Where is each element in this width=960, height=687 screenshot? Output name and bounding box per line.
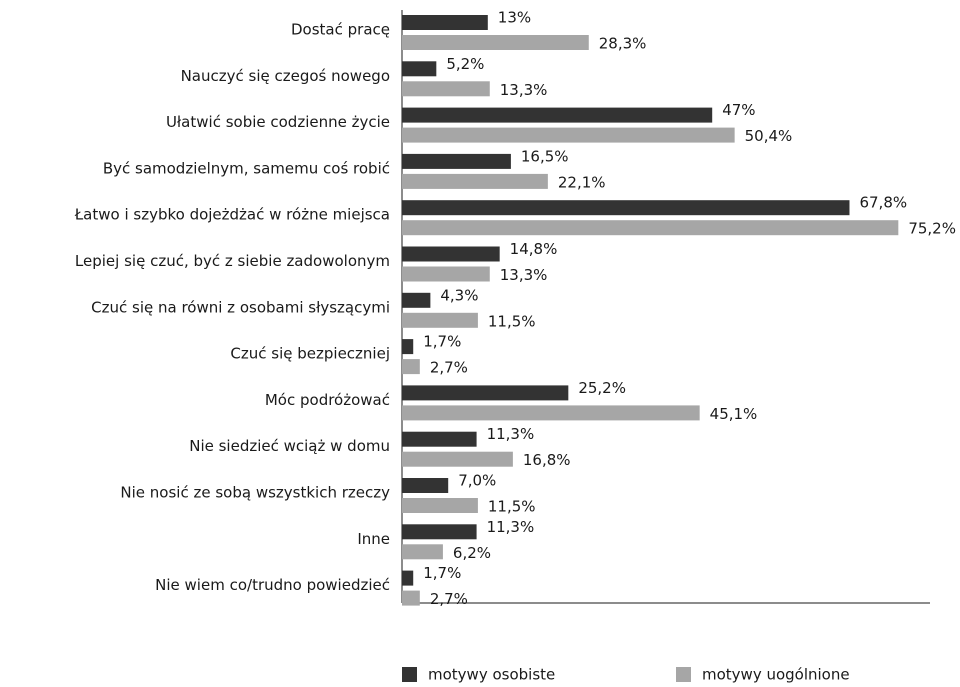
value-label: 14,8%: [510, 240, 558, 258]
bar: [402, 292, 431, 308]
bar: [402, 107, 713, 123]
bar: [402, 544, 443, 560]
value-label: 11,5%: [488, 312, 536, 330]
value-label: 11,3%: [487, 518, 535, 536]
value-label: 4,3%: [440, 286, 478, 304]
bar: [402, 339, 414, 355]
bar: [402, 200, 850, 216]
bar: [402, 524, 477, 540]
bar: [402, 15, 488, 30]
bar: [402, 61, 437, 77]
value-label: 7,0%: [458, 472, 496, 490]
bar: [402, 127, 735, 143]
category-label: Lepiej się czuć, być z siebie zadowolony…: [75, 252, 390, 270]
value-label: 75,2%: [908, 220, 956, 238]
value-label: 6,2%: [453, 544, 491, 562]
value-label: 25,2%: [578, 379, 626, 397]
category-label: Być samodzielnym, samemu coś robić: [103, 159, 390, 177]
value-label: 45,1%: [710, 405, 758, 423]
bar: [402, 385, 569, 401]
category-label: Ułatwić sobie codzienne życie: [166, 113, 390, 131]
value-label: 5,2%: [446, 55, 484, 73]
legend-label: motywy osobiste: [428, 666, 555, 684]
bar: [402, 478, 449, 493]
category-label: Nauczyć się czegoś nowego: [181, 67, 390, 85]
value-label: 13%: [498, 9, 531, 27]
bar: [402, 220, 899, 236]
bar: [402, 312, 478, 328]
bar: [402, 359, 420, 375]
category-label: Inne: [357, 530, 390, 548]
bar: [402, 153, 511, 169]
bar: [402, 405, 700, 421]
bar: [402, 266, 490, 282]
value-label: 28,3%: [599, 35, 647, 53]
value-label: 13,3%: [500, 266, 548, 284]
value-label: 67,8%: [859, 194, 907, 212]
bar: [402, 590, 420, 606]
value-label: 11,3%: [487, 425, 535, 443]
value-label: 50,4%: [745, 127, 793, 145]
category-label: Nie siedzieć wciąż w domu: [189, 437, 390, 455]
legend-label: motywy uogólnione: [702, 666, 850, 684]
value-label: 2,7%: [430, 590, 468, 608]
category-label: Czuć się bezpieczniej: [230, 345, 390, 363]
value-label: 2,7%: [430, 359, 468, 377]
legend-swatch: [402, 667, 417, 682]
category-label: Czuć się na równi z osobami słyszącymi: [91, 298, 390, 316]
value-label: 16,8%: [523, 451, 571, 469]
category-label: Nie wiem co/trudno powiedzieć: [155, 576, 390, 594]
value-label: 22,1%: [558, 173, 606, 191]
category-label: Dostać pracę: [291, 21, 390, 39]
category-label: Nie nosić ze sobą wszystkich rzeczy: [120, 484, 390, 502]
legend-swatch: [676, 667, 691, 682]
category-label: Móc podróżować: [265, 391, 390, 409]
value-label: 47%: [722, 101, 755, 119]
bar: [402, 431, 477, 447]
bar: [402, 451, 513, 467]
category-label: Łatwo i szybko dojeżdżać w różne miejsca: [74, 206, 390, 224]
value-label: 16,5%: [521, 147, 569, 165]
value-label: 13,3%: [500, 81, 548, 99]
bar: [402, 498, 478, 513]
bar: [402, 570, 414, 586]
value-label: 11,5%: [488, 498, 536, 516]
value-label: 1,7%: [423, 564, 461, 582]
bar: [402, 35, 589, 50]
value-label: 1,7%: [423, 333, 461, 351]
bar: [402, 81, 490, 97]
bar: [402, 173, 548, 189]
bar: [402, 246, 500, 262]
